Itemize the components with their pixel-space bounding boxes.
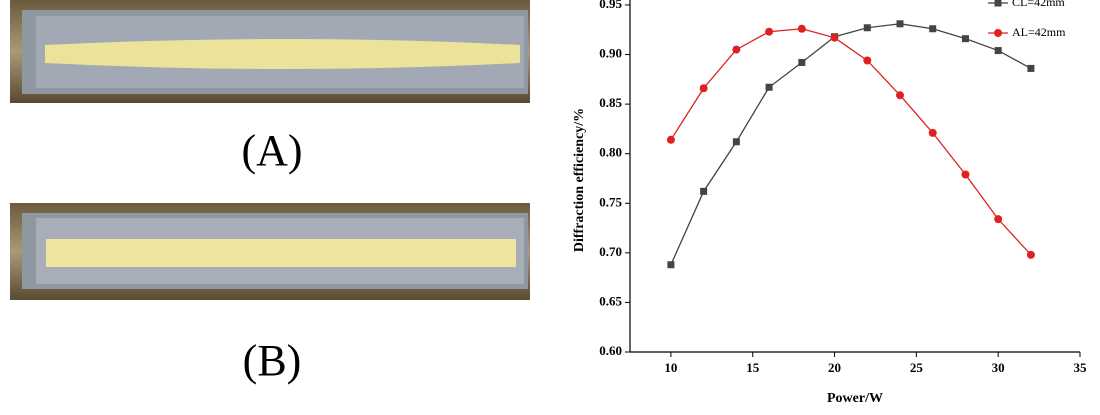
data-point [667, 261, 674, 268]
data-point [896, 91, 904, 99]
data-point [766, 84, 773, 91]
data-point [667, 136, 675, 144]
data-point [929, 25, 936, 32]
data-point [864, 24, 871, 31]
y-tick-label: 0.90 [599, 46, 622, 61]
data-point [961, 171, 969, 179]
y-tick-label: 0.65 [599, 293, 622, 308]
x-axis-label: Power/W [827, 391, 883, 406]
legend-label: AL=42mm [1012, 25, 1066, 39]
photo-b [10, 203, 530, 300]
y-tick-label: 0.75 [599, 194, 622, 209]
y-tick-label: 0.60 [599, 343, 622, 358]
data-point [732, 46, 740, 54]
x-tick-label: 35 [1074, 360, 1088, 375]
panel-label: (B) [243, 336, 302, 385]
data-point [700, 188, 707, 195]
data-point [962, 35, 969, 42]
data-point [994, 215, 1002, 223]
y-tick-label: 0.80 [599, 145, 622, 160]
data-point [995, 47, 1002, 54]
legend-marker [995, 0, 1002, 7]
data-point [733, 138, 740, 145]
series-line [671, 29, 1031, 255]
legend-marker [994, 29, 1002, 37]
x-tick-label: 30 [992, 360, 1005, 375]
panel-label: (A) [241, 126, 302, 175]
series-line [671, 24, 1031, 265]
photo-a [10, 0, 530, 103]
y-tick-label: 0.70 [599, 244, 622, 259]
data-point [1027, 251, 1035, 259]
legend-label: CL=42mm [1012, 0, 1065, 9]
figure: (A) (B) Power/W Diffraction efficiency/%… [0, 0, 1100, 415]
y-tick-label: 0.85 [599, 95, 622, 110]
y-axis-label: Diffraction efficiency/% [572, 108, 587, 252]
data-point [831, 34, 839, 42]
data-point [798, 59, 805, 66]
data-point [765, 28, 773, 36]
x-tick-label: 15 [746, 360, 760, 375]
x-tick-label: 10 [664, 360, 677, 375]
y-tick-label: 0.95 [599, 0, 622, 11]
data-point [897, 20, 904, 27]
data-point [863, 56, 871, 64]
data-point [700, 84, 708, 92]
data-point [798, 25, 806, 33]
data-point [929, 129, 937, 137]
x-tick-label: 20 [828, 360, 841, 375]
data-point [1027, 65, 1034, 72]
x-tick-label: 25 [910, 360, 924, 375]
